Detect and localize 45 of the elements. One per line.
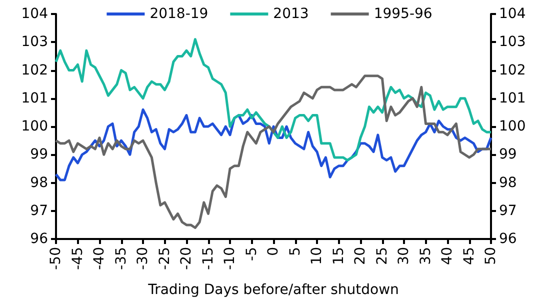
x-tick-label: 5 [287, 247, 304, 256]
legend-label: 2018-19 [150, 6, 208, 22]
line-series [54, 74, 492, 229]
y-tick-label: 98 [30, 174, 48, 191]
y2-tick-label: 101 [499, 90, 526, 106]
y2-tick-label: 97 [499, 202, 517, 219]
legend-label: 1995-96 [374, 6, 432, 22]
y-tick-label: 101 [21, 90, 48, 106]
x-tick-label: -35 [113, 247, 130, 270]
x-tick-label: -20 [178, 247, 194, 270]
x-tick-label: 25 [374, 247, 390, 265]
x-axis-title: Trading Days before/after shutdown [147, 282, 399, 298]
x-tick-label: 35 [418, 247, 434, 265]
x-tick-label: 15 [330, 247, 347, 265]
x-tick-label: 20 [352, 247, 368, 265]
y2-tick-label: 100 [499, 118, 526, 134]
x-tick-label: -5 [244, 247, 260, 261]
x-tick-label: -15 [200, 247, 216, 270]
y-tick-label: 100 [21, 118, 48, 134]
x-tick-label: -30 [135, 247, 151, 270]
y-tick-label: 104 [21, 6, 48, 22]
y-tick-label: 97 [30, 202, 48, 219]
y-tick-label: 102 [21, 62, 48, 78]
x-tick-label: -10 [222, 247, 238, 270]
y2-tick-label: 103 [499, 34, 526, 50]
y2-tick-label: 102 [499, 62, 526, 78]
y-tick-label: 99 [30, 146, 48, 163]
y-tick-label: 96 [30, 231, 48, 247]
x-tick-label: -50 [48, 247, 64, 270]
y2-tick-label: 99 [499, 146, 517, 163]
y2-tick-label: 104 [499, 6, 526, 22]
y2-tick-label: 96 [499, 231, 517, 247]
legend-label: 2013 [273, 6, 309, 22]
x-tick-label: -40 [92, 247, 108, 270]
y-tick-label: 103 [21, 34, 48, 50]
x-tick-label: 10 [309, 247, 325, 265]
x-tick-label: 45 [461, 247, 478, 265]
x-tick-label: -25 [156, 247, 173, 270]
x-tick-label: 0 [266, 247, 282, 256]
x-tick-label: -45 [70, 247, 86, 270]
y2-tick-label: 98 [499, 174, 517, 191]
x-tick-label: 50 [483, 247, 499, 265]
x-tick-label: 30 [396, 247, 412, 265]
line-series [54, 38, 492, 162]
x-tick-label: 40 [440, 247, 456, 265]
